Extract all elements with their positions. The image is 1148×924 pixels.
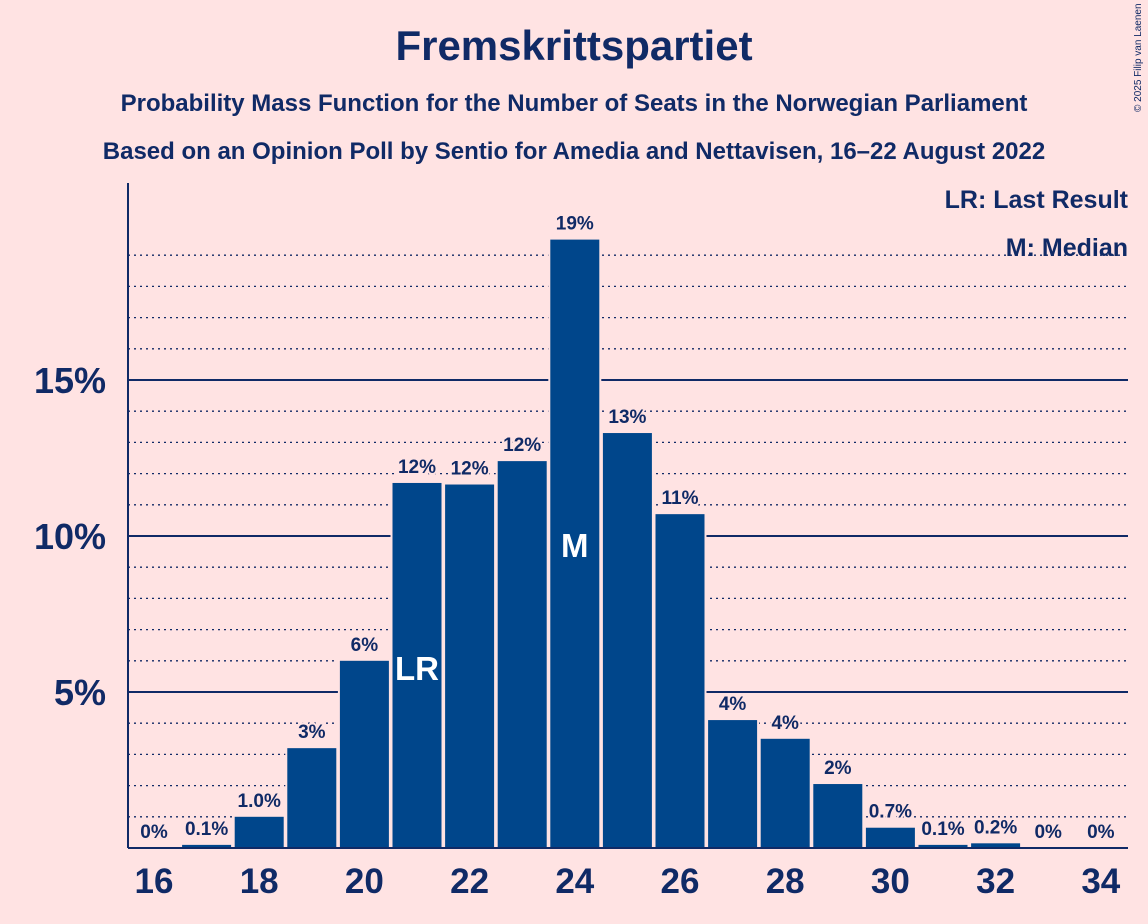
data-label-seat-25: 13%	[608, 407, 646, 428]
data-label-seat-18: 1.0%	[238, 791, 281, 812]
data-label-seat-17: 0.1%	[185, 819, 228, 840]
bar-seat-18	[234, 816, 284, 848]
x-tick-label: 26	[661, 862, 700, 901]
data-label-seat-30: 0.7%	[869, 802, 912, 823]
data-label-seat-20: 6%	[351, 635, 379, 656]
data-label-seat-16: 0%	[140, 822, 168, 843]
bar-seat-20	[339, 660, 389, 848]
bar-seat-17	[182, 844, 232, 848]
bar-seat-22	[445, 484, 495, 848]
x-tick-label: 22	[450, 862, 489, 901]
bar-seat-24	[550, 239, 600, 849]
x-tick-label: 30	[871, 862, 910, 901]
last-result-marker: LR	[395, 650, 439, 687]
x-tick-label: 20	[345, 862, 384, 901]
bar-seat-30	[865, 827, 915, 848]
data-label-seat-34: 0%	[1087, 822, 1115, 843]
data-label-seat-27: 4%	[719, 694, 747, 715]
bar-seat-19	[287, 748, 337, 848]
bar-seat-26	[655, 514, 705, 848]
x-tick-label: 28	[766, 862, 805, 901]
bar-seat-21	[392, 482, 442, 848]
x-tick-label: 18	[240, 862, 279, 901]
data-label-seat-33: 0%	[1034, 822, 1062, 843]
x-tick-label: 16	[135, 862, 174, 901]
bars: 0% 0.1% 1.0% 3% 6% 12% 12% 12% 19% 13% 11% 4% 4% 2% 0.…	[138, 212, 1117, 849]
chart-subtitle: Probability Mass Function for the Number…	[120, 90, 1028, 117]
x-tick-label: 34	[1081, 862, 1120, 901]
y-tick-label: 15%	[34, 360, 106, 401]
data-label-seat-26: 11%	[662, 488, 699, 509]
data-label-seat-21: 12%	[398, 457, 436, 478]
legend-median: M: Median	[1005, 234, 1128, 262]
axes: 5% 10% 15% 16 18 20 22 24 26 28 30 32 34	[34, 183, 1128, 901]
bar-seat-32	[971, 843, 1021, 848]
data-label-seat-28: 4%	[771, 713, 799, 734]
x-tick-label: 32	[976, 862, 1015, 901]
bar-seat-28	[760, 738, 810, 848]
median-marker: M	[561, 527, 589, 564]
data-label-seat-24: 19%	[556, 214, 594, 235]
data-label-seat-32: 0.2%	[974, 817, 1017, 838]
bar-seat-31	[918, 844, 968, 848]
y-tick-label: 5%	[54, 672, 106, 713]
data-label-seat-22: 12%	[451, 459, 489, 480]
legend-last-result: LR: Last Result	[944, 186, 1128, 214]
chart-subtitle-poll: Based on an Opinion Poll by Sentio for A…	[102, 138, 1046, 165]
x-tick-label: 24	[555, 862, 594, 901]
bar-seat-27	[708, 720, 758, 848]
data-label-seat-31: 0.1%	[921, 819, 964, 840]
y-tick-label: 10%	[34, 516, 106, 557]
bar-seat-23	[497, 461, 547, 848]
data-label-seat-29: 2%	[824, 758, 852, 779]
data-label-seat-19: 3%	[298, 722, 326, 743]
chart-title: Fremskrittspartiet	[395, 22, 753, 69]
data-label-seat-23: 12%	[503, 435, 541, 456]
bar-seat-29	[813, 784, 863, 848]
bar-seat-25	[602, 433, 652, 848]
